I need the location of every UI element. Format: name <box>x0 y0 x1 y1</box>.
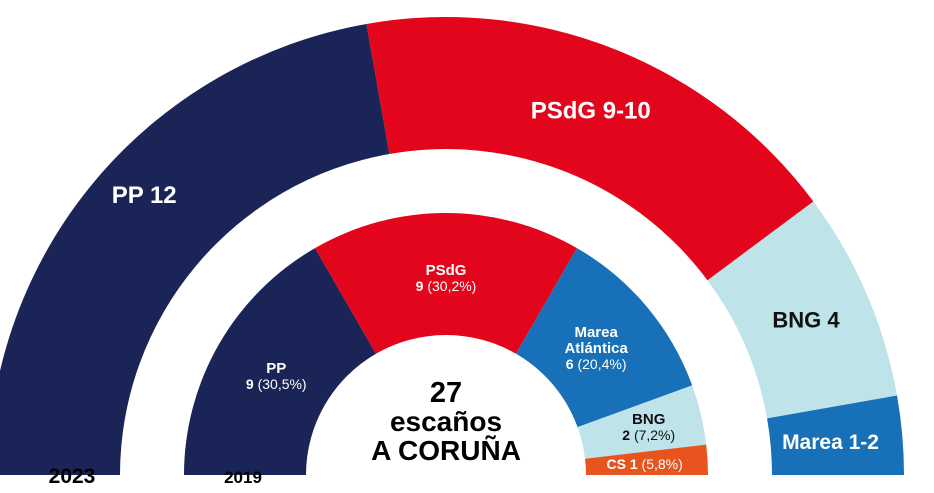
year-label-2019: 2019 <box>224 468 262 487</box>
inner-slice-marea-atlantica <box>516 248 693 428</box>
inner-ring-2019 <box>184 212 708 475</box>
inner-label-bng-value: 2 <box>622 427 634 443</box>
outer-label-bng: BNG 4 <box>772 308 840 333</box>
inner-label-psdg-value-line: 9 (30,2%) <box>416 278 477 294</box>
inner-label-cs-value: 1 <box>630 456 642 472</box>
outer-slice-pp <box>0 23 390 475</box>
outer-slice-psdg <box>366 16 814 281</box>
inner-slice-psdg <box>315 212 577 354</box>
inner-label-bng-name: BNG <box>632 411 665 428</box>
inner-label-psdg-pct: (30,2%) <box>427 278 476 294</box>
inner-label-pp-value-line: 9 (30,5%) <box>246 376 307 392</box>
inner-label-cs-pct: (5,8%) <box>642 456 683 472</box>
outer-label-marea: Marea 1-2 <box>782 431 879 454</box>
inner-label-pp-pct: (30,5%) <box>258 376 307 392</box>
inner-slice-cs <box>585 444 708 475</box>
inner-label-marea-atlantica-name: Marea <box>574 324 618 341</box>
year-label-2023: 2023 <box>49 465 96 488</box>
inner-label-marea-atlantica-pct: (20,4%) <box>577 356 626 372</box>
inner-label-pp-value: 9 <box>246 376 258 392</box>
outer-label-pp: PP 12 <box>112 182 177 209</box>
inner-label-pp-name: PP <box>266 360 286 377</box>
center-seat-count: 27 <box>430 377 462 409</box>
center-city-name: A CORUÑA <box>371 435 521 466</box>
outer-label-psdg: PSdG 9-10 <box>531 98 651 125</box>
inner-label-cs: CS 1 (5,8%) <box>607 456 683 472</box>
inner-label-marea-atlantica-value: 6 <box>566 356 578 372</box>
inner-label-cs-name: CS <box>607 456 630 472</box>
outer-slice-marea <box>767 395 904 475</box>
inner-label-marea-atlantica-value-line: 6 (20,4%) <box>566 356 627 372</box>
inner-slice-pp <box>184 248 376 475</box>
inner-slice-bng <box>577 385 707 459</box>
outer-ring-2023 <box>0 16 904 475</box>
inner-label-bng-value-line: 2 (7,2%) <box>622 427 675 443</box>
inner-label-psdg-name: PSdG <box>426 262 467 279</box>
inner-label-marea-atlantica-name-2: Atlántica <box>564 340 628 357</box>
outer-slice-bng <box>707 201 898 419</box>
center-seats-word: escaños <box>390 406 502 437</box>
inner-label-psdg-value: 9 <box>416 278 428 294</box>
inner-label-bng-pct: (7,2%) <box>634 427 675 443</box>
